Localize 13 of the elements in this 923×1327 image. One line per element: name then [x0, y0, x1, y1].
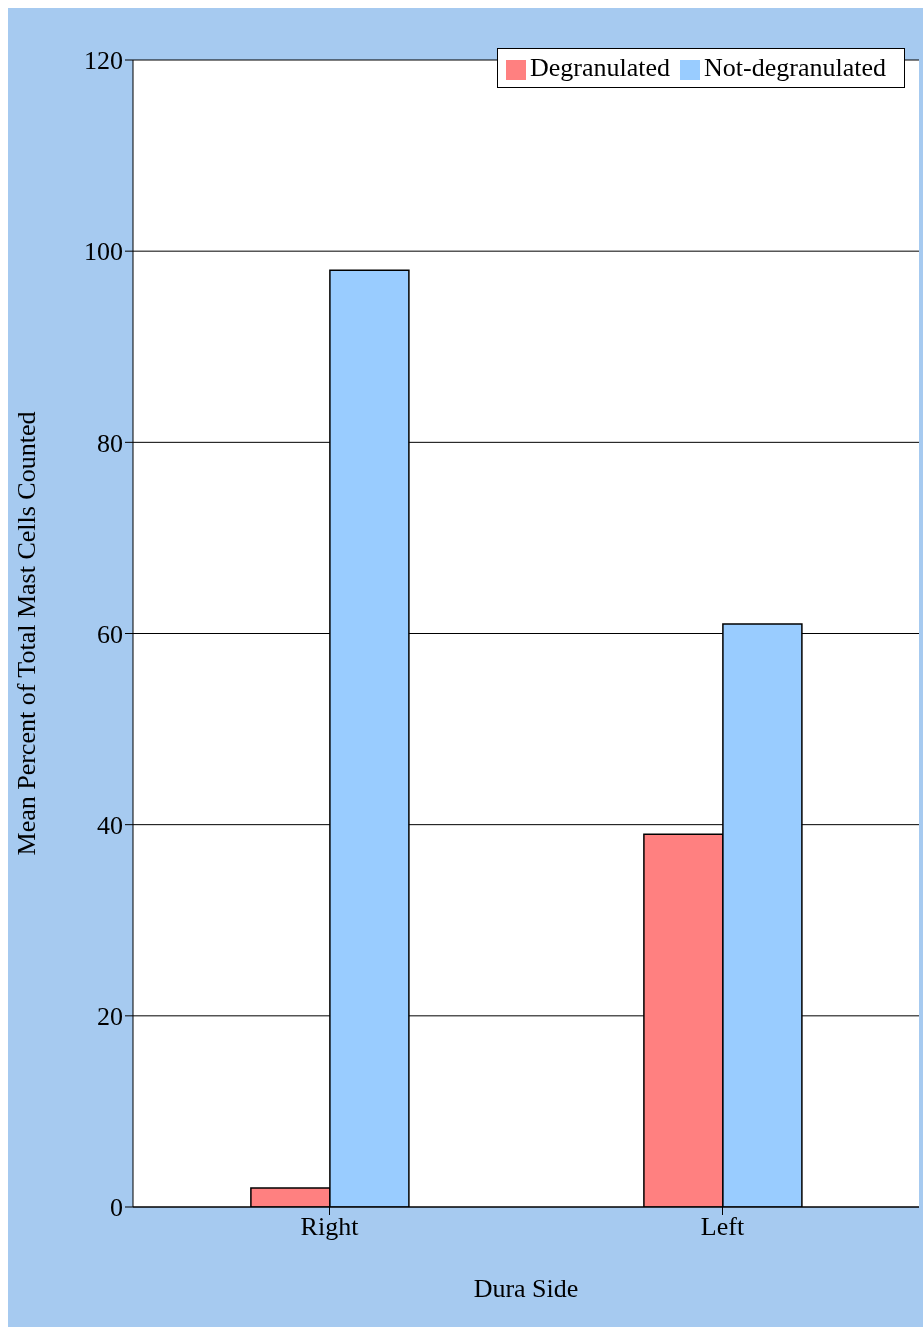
y-tick-label: 40 [97, 810, 123, 840]
y-axis-title: Mean Percent of Total Mast Cells Counted [12, 411, 42, 856]
y-tick-label: 60 [97, 619, 123, 649]
y-tick-label: 0 [110, 1193, 123, 1223]
legend-label: Not-degranulated [704, 53, 886, 82]
y-tick-label: 80 [97, 428, 123, 458]
y-tick-label: 100 [84, 237, 123, 267]
x-tick-label: Left [700, 1212, 745, 1242]
y-tick-label: 120 [84, 46, 123, 76]
y-tick-label: 20 [97, 1002, 123, 1032]
x-tick-label: Right [300, 1212, 360, 1242]
legend-label: Degranulated [530, 53, 671, 82]
x-axis-title: Dura Side [473, 1274, 579, 1303]
